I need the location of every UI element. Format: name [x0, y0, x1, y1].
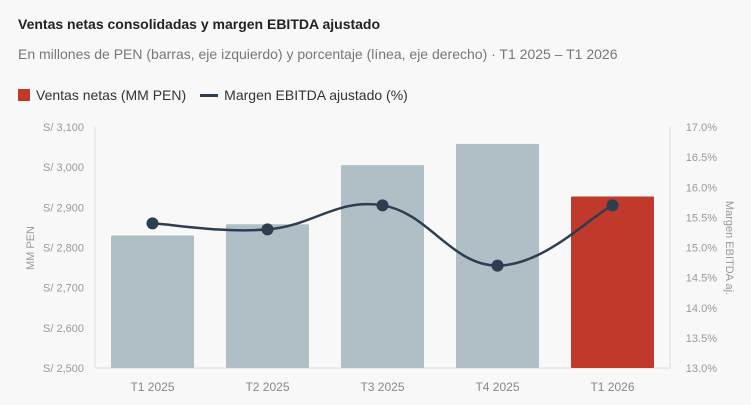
- y-tick-label: S/ 2,900: [43, 202, 84, 214]
- y-tick-label: S/ 3,000: [43, 162, 84, 174]
- y-tick-label: S/ 2,500: [43, 363, 84, 375]
- margin-point-t3-2025: [376, 199, 389, 212]
- legend-label: Margen EBITDA ajustado (%): [224, 87, 408, 103]
- legend-item-margen[interactable]: Margen EBITDA ajustado (%): [200, 87, 408, 103]
- y-right-tick-label: 16.0%: [686, 182, 717, 194]
- x-tick-label: T1 2026: [590, 380, 634, 394]
- margin-point-t4-2025: [491, 259, 504, 272]
- y-right-tick-label: 17.0%: [686, 122, 717, 134]
- x-tick-label: T3 2025: [360, 380, 404, 394]
- legend-item-ventas[interactable]: Ventas netas (MM PEN): [18, 87, 186, 103]
- y-right-tick-label: 13.5%: [686, 333, 717, 345]
- y-tick-label: S/ 2,800: [43, 243, 84, 255]
- bar-t1-2026: [571, 196, 654, 368]
- legend-label: Ventas netas (MM PEN): [36, 87, 187, 103]
- chart-title: Ventas netas consolidadas y margen EBITD…: [18, 16, 381, 32]
- legend: Ventas netas (MM PEN) Margen EBITDA ajus…: [18, 87, 422, 103]
- bar-t4-2025: [456, 143, 539, 368]
- y-right-tick-label: 15.5%: [686, 212, 717, 224]
- bar-t1-2025: [111, 235, 194, 368]
- margin-point-t1-2025: [146, 217, 159, 230]
- y-right-tick-label: 13.0%: [686, 363, 717, 375]
- legend-swatch-bar: [18, 89, 30, 101]
- x-tick-label: T1 2025: [130, 380, 174, 394]
- x-tick-label: T2 2025: [245, 380, 289, 394]
- y-right-tick-label: 14.5%: [686, 273, 717, 285]
- x-tick-label: T4 2025: [475, 380, 519, 394]
- y-axis-label: MM PEN: [25, 226, 37, 270]
- bar-t3-2025: [341, 165, 424, 368]
- y-tick-label: S/ 2,700: [43, 283, 84, 295]
- y-right-tick-label: 16.5%: [686, 152, 717, 164]
- margin-point-t1-2026: [606, 199, 619, 212]
- y-right-axis-label: Margen EBITDA aj.: [723, 201, 735, 295]
- bar-t2-2025: [226, 224, 309, 368]
- chart-subtitle: En millones de PEN (barras, eje izquierd…: [18, 46, 618, 62]
- y-tick-label: S/ 2,600: [43, 323, 84, 335]
- y-right-tick-label: 15.0%: [686, 243, 717, 255]
- y-tick-label: S/ 3,100: [43, 122, 84, 134]
- y-right-tick-label: 14.0%: [686, 303, 717, 315]
- margin-point-t2-2025: [261, 223, 274, 236]
- legend-swatch-line: [200, 93, 219, 97]
